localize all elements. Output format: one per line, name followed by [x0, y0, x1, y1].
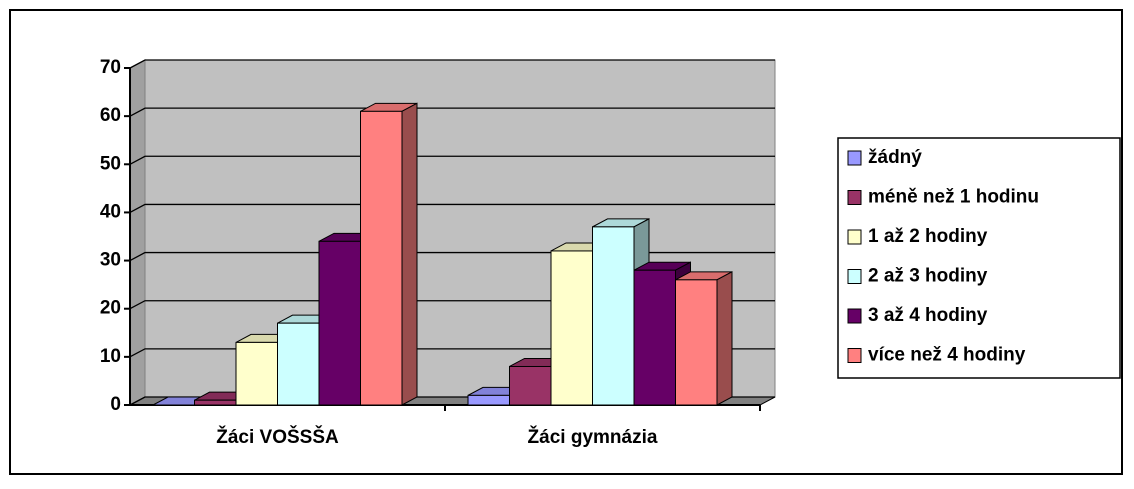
bar-front	[675, 279, 718, 406]
grid-line	[129, 59, 775, 69]
legend-box	[837, 137, 1121, 379]
legend-label: žádný	[868, 147, 922, 168]
legend-swatch	[847, 190, 862, 205]
bar	[360, 102, 418, 406]
grid-line	[129, 155, 775, 165]
y-tick-label: 60	[100, 105, 121, 126]
bar-front	[633, 269, 676, 406]
x-tick-label: Žáci gymnázia	[528, 426, 658, 448]
y-tick-label: 30	[100, 250, 121, 271]
legend-label: 1 až 2 hodiny	[868, 226, 988, 247]
legend-swatch	[847, 348, 862, 363]
bar-side	[401, 102, 418, 406]
legend-label: 2 až 3 hodiny	[868, 266, 988, 287]
bar-front	[467, 394, 510, 406]
y-tick-label: 20	[100, 298, 121, 319]
y-tick-label: 10	[100, 346, 121, 367]
legend-swatch	[847, 229, 862, 245]
y-tick-label: 40	[100, 201, 121, 222]
legend-label: 3 až 4 hodiny	[868, 305, 988, 326]
bar-front	[360, 110, 403, 406]
legend-label: více než 4 hodiny	[868, 345, 1026, 366]
bar-front	[194, 399, 237, 406]
legend-label: méně než 1 hodinu	[868, 187, 1039, 208]
y-tick-label: 50	[100, 153, 121, 174]
bar-front	[509, 365, 552, 406]
bar-front	[318, 240, 361, 406]
grid-line	[129, 203, 775, 214]
bar-front	[592, 226, 635, 406]
bar-side	[716, 270, 733, 406]
x-tick-label: Žáci VOŠSŠA	[216, 426, 339, 448]
bar-front	[277, 322, 320, 406]
y-tick-label: 70	[100, 57, 121, 78]
bar-front	[550, 250, 593, 406]
y-tick-label: 0	[110, 394, 121, 415]
legend-swatch	[847, 308, 862, 324]
legend-swatch	[847, 150, 862, 166]
legend-swatch	[847, 269, 862, 284]
bar-front	[235, 341, 278, 406]
bar	[675, 270, 733, 406]
grid-line	[129, 107, 775, 117]
